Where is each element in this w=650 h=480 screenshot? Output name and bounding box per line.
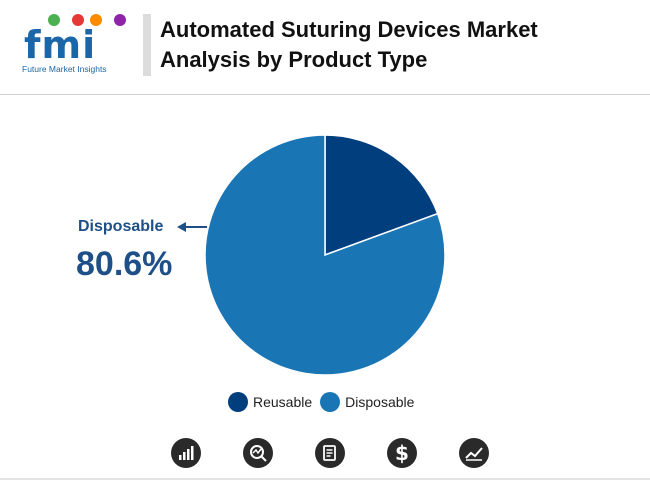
legend-item-reusable: Reusable: [228, 392, 312, 412]
legend-swatch-disposable: [320, 392, 341, 412]
bar-chart-icon: [171, 438, 201, 468]
fmi-logo: fmi Future Market Insights: [22, 12, 132, 76]
logo-subtitle: Future Market Insights: [22, 64, 107, 74]
legend-label-disposable: Disposable: [345, 394, 415, 410]
chart-legend: Reusable Disposable: [228, 392, 414, 412]
header-divider: [0, 94, 650, 95]
legend-label-reusable: Reusable: [253, 394, 313, 410]
logo-dot: [114, 14, 126, 26]
callout-label: Disposable: [78, 218, 164, 235]
legend-swatch-reusable: [228, 392, 248, 412]
dollar-icon: $: [387, 438, 417, 468]
pie-slice-disposable: [204, 134, 446, 376]
logo-dot: [72, 14, 84, 26]
logo-dot: [48, 14, 60, 26]
callout-arrow: [177, 222, 207, 232]
title-accent-bar: [143, 14, 151, 76]
logo-letters: fmi: [24, 23, 97, 67]
report-icon: [315, 438, 345, 468]
legend-item-disposable: Disposable: [320, 392, 414, 412]
pie-slice-reusable: [324, 134, 439, 257]
callout-value: 80.6%: [76, 245, 173, 283]
logo-dots: [30, 14, 130, 30]
footer-divider: [0, 478, 650, 480]
search-chart-icon: [243, 438, 273, 468]
footer-icons: $: [171, 438, 491, 468]
trend-chart-icon: [459, 438, 489, 468]
page-title: Automated Suturing Devices Market Analys…: [160, 17, 538, 72]
logo-dot: [90, 14, 102, 26]
